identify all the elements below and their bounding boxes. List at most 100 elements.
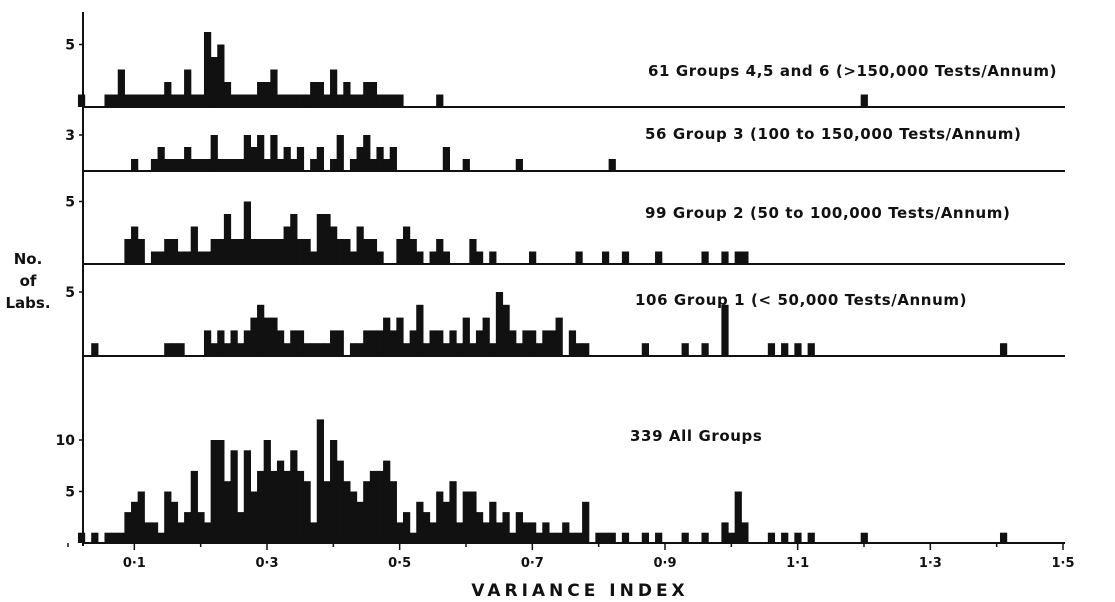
- bar: [376, 251, 384, 264]
- bar: [734, 251, 742, 264]
- bar: [290, 214, 298, 264]
- bar: [376, 330, 384, 356]
- bar: [303, 343, 311, 356]
- bar: [210, 343, 218, 356]
- bar: [349, 343, 358, 356]
- x-tick-label: 0·1: [123, 556, 146, 571]
- bar: [502, 512, 510, 543]
- bar: [296, 470, 305, 543]
- bar: [515, 343, 523, 356]
- bar: [210, 239, 218, 264]
- bar: [436, 94, 444, 107]
- bar: [316, 82, 324, 107]
- bar: [330, 226, 338, 264]
- bar: [349, 491, 358, 543]
- bar: [343, 82, 351, 107]
- bar: [170, 94, 179, 107]
- bar: [701, 251, 709, 264]
- y-tick-label: 5: [65, 38, 75, 54]
- y-tick-label: 5: [65, 285, 75, 301]
- bar: [741, 251, 749, 264]
- bar: [456, 522, 464, 543]
- bar: [462, 317, 470, 356]
- bar: [330, 69, 338, 107]
- bar: [104, 532, 112, 543]
- bar: [343, 481, 351, 543]
- bar: [257, 239, 265, 264]
- bar: [369, 82, 378, 107]
- bar: [197, 512, 205, 543]
- bar: [409, 330, 417, 356]
- bar: [436, 491, 444, 543]
- panel-1: 5 61 Groups 4,5 and 6 (>150,000 Tests/Ann…: [65, 32, 1065, 108]
- bar: [296, 239, 305, 264]
- bar: [489, 501, 497, 543]
- bar: [416, 501, 424, 543]
- bar: [529, 251, 537, 264]
- bar: [276, 159, 285, 171]
- bar: [310, 343, 318, 356]
- bar: [243, 201, 252, 264]
- bar: [230, 159, 238, 171]
- bar: [223, 159, 232, 171]
- bar: [210, 57, 218, 107]
- bar: [290, 159, 298, 171]
- bar: [170, 501, 179, 543]
- bar: [144, 522, 152, 543]
- bar: [223, 214, 232, 264]
- bar: [170, 159, 179, 171]
- bar: [621, 532, 630, 543]
- bar: [310, 159, 318, 171]
- bar: [402, 226, 411, 264]
- bar: [860, 532, 868, 543]
- bar: [144, 94, 152, 107]
- bar: [409, 239, 417, 264]
- bar: [369, 239, 378, 264]
- bar: [568, 330, 577, 356]
- bar: [396, 239, 404, 264]
- bar: [230, 450, 238, 543]
- bar: [223, 82, 232, 107]
- bar: [203, 32, 212, 107]
- bar: [150, 522, 159, 543]
- bar: [250, 239, 258, 264]
- bar: [363, 239, 371, 264]
- bar: [157, 94, 165, 107]
- bar: [336, 460, 344, 543]
- bar: [217, 159, 225, 171]
- y-axis-label-line-1: No.: [13, 250, 43, 268]
- bar: [296, 94, 305, 107]
- bar: [456, 343, 464, 356]
- panel-title: 61 Groups 4,5 and 6 (>150,000 Tests/Annu…: [648, 62, 1057, 80]
- bar: [230, 330, 238, 356]
- bar: [290, 94, 298, 107]
- bar: [170, 239, 179, 264]
- bar: [177, 94, 185, 107]
- bar: [203, 159, 212, 171]
- bar: [409, 532, 417, 543]
- bar: [177, 522, 185, 543]
- bar: [137, 94, 145, 107]
- bar: [349, 251, 358, 264]
- bar: [363, 82, 371, 107]
- panel-title: 339 All Groups: [630, 427, 762, 445]
- bar: [283, 226, 291, 264]
- bar: [462, 491, 470, 543]
- bar: [475, 251, 484, 264]
- bar: [601, 532, 610, 543]
- bar: [150, 251, 159, 264]
- panel-3: 5 99 Group 2 (50 to 100,000 Tests/Annum): [65, 195, 1065, 265]
- bar: [263, 317, 271, 356]
- bar: [807, 343, 815, 356]
- panel-4: 5 106 Group 1 (< 50,000 Tests/Annum): [65, 285, 1065, 357]
- bar: [376, 147, 384, 171]
- bar: [111, 94, 119, 107]
- bar: [442, 501, 451, 543]
- x-tick-label: 0·3: [255, 556, 278, 571]
- y-tick-label: 5: [65, 195, 75, 211]
- bar: [124, 512, 132, 543]
- bar: [356, 94, 364, 107]
- bar: [190, 470, 198, 543]
- bar: [336, 135, 344, 171]
- bar: [356, 147, 364, 171]
